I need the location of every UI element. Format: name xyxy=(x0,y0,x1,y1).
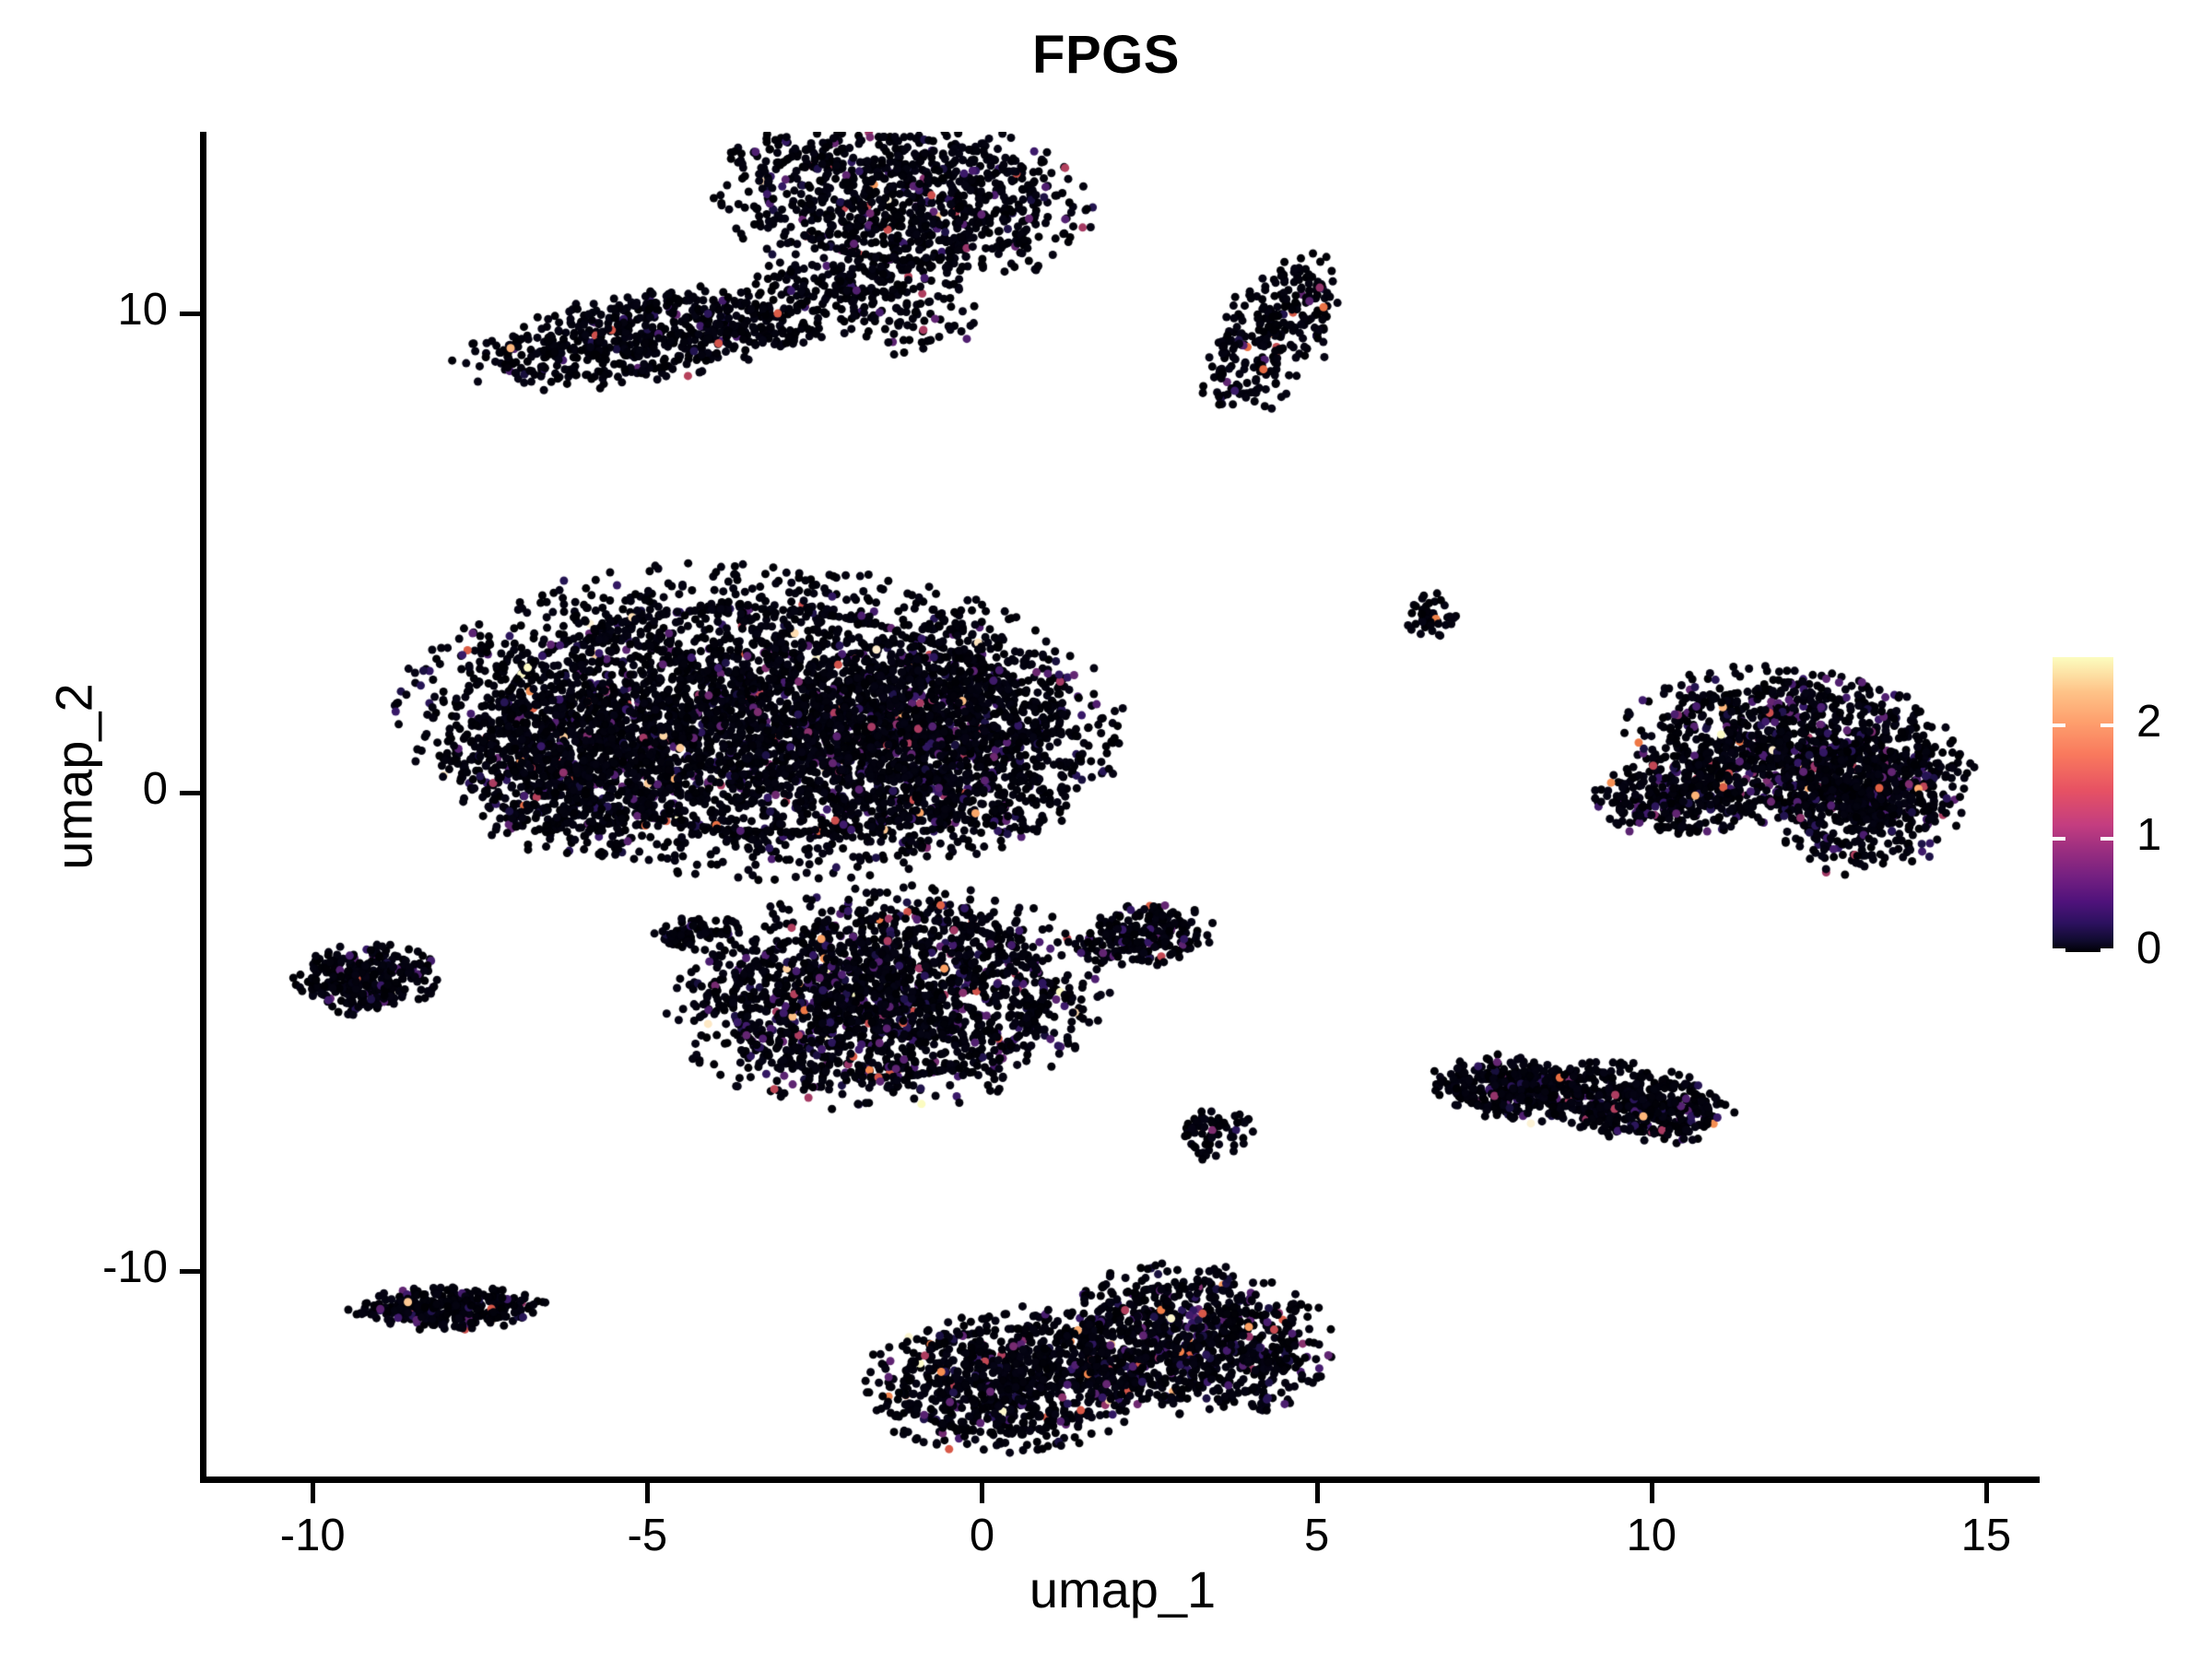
colorbar-tick-mark xyxy=(2053,723,2065,727)
page-title: FPGS xyxy=(1032,25,1180,85)
colorbar-tick-label: 2 xyxy=(2136,696,2162,747)
colorbar-tick-mark xyxy=(2100,836,2113,841)
colorbar xyxy=(2053,657,2113,952)
x-tick-mark xyxy=(645,1483,651,1503)
colorbar-gradient xyxy=(2053,657,2113,952)
x-tick-label: 5 xyxy=(1303,1511,1330,1560)
x-tick-label: -10 xyxy=(279,1511,346,1560)
colorbar-tick-label: 0 xyxy=(2136,924,2162,973)
colorbar-tick-label: 1 xyxy=(2136,809,2162,860)
y-tick-label: 10 xyxy=(117,285,168,335)
x-tick-mark xyxy=(980,1483,985,1503)
x-tick-mark xyxy=(1983,1483,1989,1503)
plot-panel xyxy=(206,132,2040,1477)
y-axis-label: umap_2 xyxy=(44,683,103,870)
x-tick-label: -5 xyxy=(627,1511,668,1560)
x-tick-label: 10 xyxy=(1626,1511,1677,1560)
colorbar-tick-mark xyxy=(2053,948,2065,952)
y-tick-label: -10 xyxy=(102,1241,168,1292)
y-tick-mark xyxy=(180,790,200,795)
y-tick-mark xyxy=(180,1268,200,1274)
colorbar-tick-mark xyxy=(2100,723,2113,727)
x-tick-label: 15 xyxy=(1960,1511,2012,1560)
colorbar-tick-mark xyxy=(2100,948,2113,952)
colorbar-tick-mark xyxy=(2053,836,2065,841)
y-tick-mark xyxy=(180,312,200,317)
y-axis-line xyxy=(200,132,206,1483)
x-tick-label: 0 xyxy=(969,1511,995,1560)
x-tick-mark xyxy=(311,1483,316,1503)
x-axis-label: umap_1 xyxy=(1029,1560,1217,1618)
x-tick-mark xyxy=(1649,1483,1654,1503)
y-tick-label: 0 xyxy=(142,763,168,814)
x-axis-line xyxy=(200,1477,2040,1483)
x-tick-mark xyxy=(1314,1483,1320,1503)
scatter-canvas xyxy=(206,132,2040,1477)
